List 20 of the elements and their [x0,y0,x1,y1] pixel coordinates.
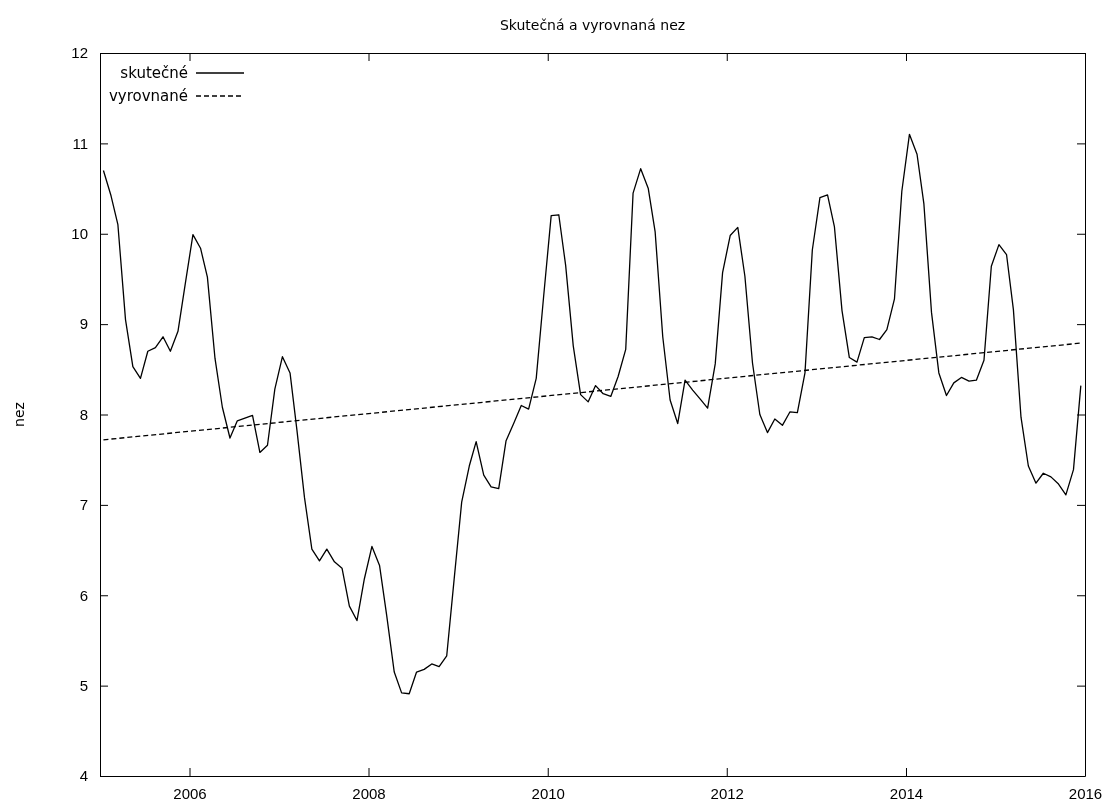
y-tick-label: 11 [72,134,88,152]
x-tick-label: 2006 [173,784,207,802]
legend-label: skutečné [120,64,188,82]
line-series [102,133,1082,695]
x-tick-label: 2012 [710,784,744,802]
y-tick-label: 5 [79,676,88,694]
x-tick-label: 2010 [531,784,565,802]
y-tick-label: 6 [79,586,88,604]
y-tick-label: 9 [79,315,88,333]
x-tick-label: 2008 [352,784,386,802]
y-axis-title: nez [11,402,27,427]
y-tick-label: 12 [71,44,88,62]
x-tick-label: 2014 [889,784,924,802]
x-tick-label: 2016 [1068,784,1103,802]
legend-label: vyrovnané [108,87,188,105]
y-tick-label: 4 [79,767,88,785]
chart-title: Skutečná a vyrovnaná nez [499,17,686,33]
y-tick-label: 10 [71,225,88,243]
y-tick-label: 8 [79,405,88,423]
y-tick-label: 7 [79,496,88,514]
